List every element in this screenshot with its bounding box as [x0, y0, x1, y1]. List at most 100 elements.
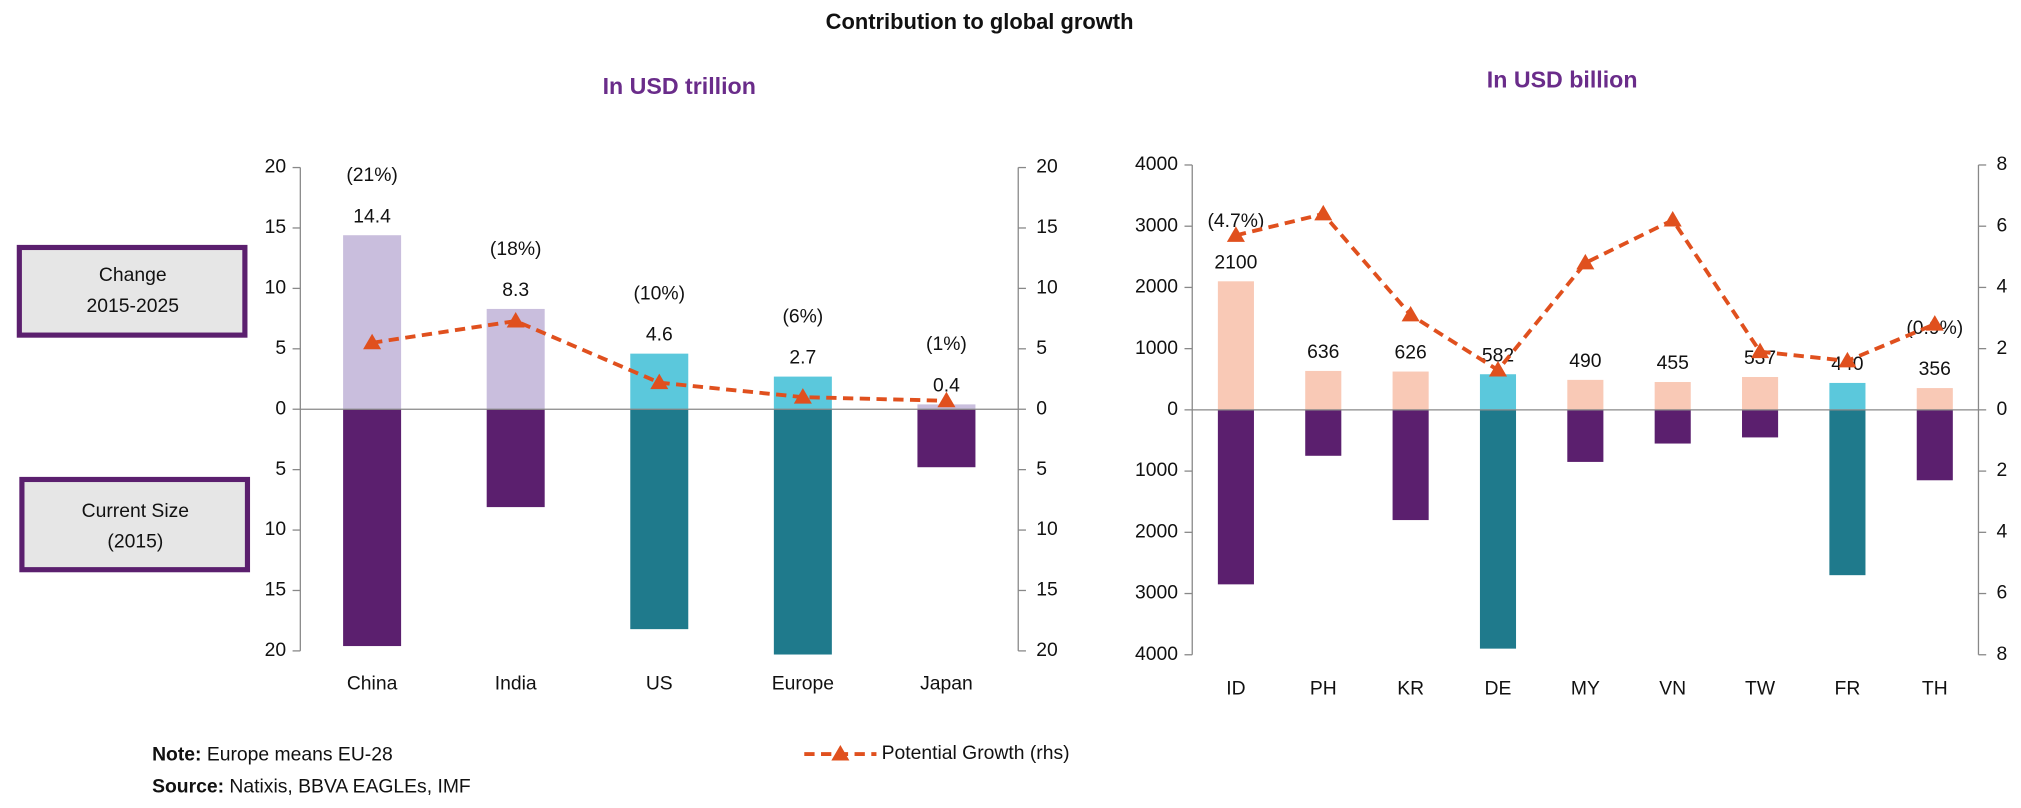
source: Source: Natixis, BBVA EAGLEs, IMF — [152, 777, 471, 798]
bar — [1305, 370, 1342, 410]
line-marker — [1401, 305, 1420, 322]
annotation: (10%) — [633, 283, 685, 304]
data-label: 0.4 — [933, 375, 960, 396]
note: Note: Europe means EU-28 — [152, 744, 393, 765]
y-tick-label: 10 — [265, 278, 287, 299]
subtitle: In USD trillion — [603, 73, 756, 99]
bar — [1392, 371, 1429, 410]
bar — [1742, 409, 1779, 438]
annotation: (1%) — [926, 334, 967, 355]
bar — [1916, 388, 1953, 410]
bar — [917, 409, 976, 468]
x-tick-label: US — [646, 674, 673, 695]
x-tick-label: FR — [1835, 679, 1861, 700]
line-marker — [650, 373, 669, 390]
y2-tick-label: 20 — [1036, 640, 1058, 661]
line-marker — [506, 311, 525, 328]
y-tick-label: 10 — [265, 519, 287, 540]
bar — [343, 409, 402, 647]
y2-tick-label: 2 — [1997, 338, 2008, 359]
box-label: Change — [99, 265, 167, 286]
bar — [1217, 409, 1254, 585]
data-label: 2.7 — [789, 348, 816, 369]
x-tick-label: KR — [1397, 679, 1424, 700]
line-marker — [1226, 226, 1245, 242]
y-tick-label: 5 — [275, 338, 286, 359]
x-tick-label: China — [347, 674, 398, 695]
bar — [773, 409, 832, 655]
data-label: 455 — [1657, 353, 1689, 374]
data-label: 626 — [1395, 343, 1427, 364]
data-label: 4.6 — [646, 325, 673, 346]
line-marker — [937, 391, 956, 408]
y2-tick-label: 0 — [1997, 399, 2008, 420]
bar — [1916, 409, 1953, 481]
potential-growth-line — [1235, 211, 1936, 373]
title: Contribution to global growth — [826, 9, 1134, 34]
y2-tick-label: 10 — [1036, 278, 1058, 299]
legend-box — [16, 244, 248, 338]
note-label: Note: — [152, 744, 201, 765]
x-tick-label: DE — [1485, 679, 1512, 700]
x-tick-label: TH — [1922, 679, 1948, 700]
y2-tick-label: 2 — [1997, 460, 2008, 481]
line-marker — [1925, 315, 1944, 331]
x-tick-label: Japan — [920, 674, 973, 695]
y-tick-label: 0 — [275, 398, 286, 419]
y2-tick-label: 0 — [1036, 398, 1047, 419]
source-label: Source: — [152, 777, 224, 798]
bar — [1654, 409, 1691, 444]
annotation: (18%) — [490, 239, 542, 260]
legend-label: Potential Growth (rhs) — [882, 743, 1070, 764]
y2-tick-label: 15 — [1036, 217, 1058, 238]
bar — [1217, 281, 1254, 410]
y2-tick-label: 6 — [1997, 215, 2008, 236]
y-tick-label: 20 — [265, 640, 287, 661]
bar — [1479, 374, 1517, 410]
annotation: (4.7%) — [1207, 211, 1264, 232]
y-tick-label: 4000 — [1135, 154, 1178, 175]
y-tick-label: 1000 — [1135, 338, 1178, 359]
bar — [486, 409, 545, 508]
y2-tick-label: 8 — [1997, 644, 2008, 665]
y-tick-label: 4000 — [1135, 644, 1178, 665]
y-tick-label: 3000 — [1135, 215, 1178, 236]
data-label: 636 — [1307, 342, 1339, 363]
legend-marker — [831, 744, 850, 761]
data-label: 356 — [1919, 359, 1951, 380]
box-label: 2015-2025 — [87, 296, 179, 317]
data-label: 14.4 — [353, 206, 391, 227]
y-tick-label: 2000 — [1135, 521, 1178, 542]
y-tick-label: 2000 — [1135, 277, 1178, 298]
y-tick-label: 0 — [1167, 399, 1178, 420]
bar — [1567, 409, 1604, 462]
x-tick-label: PH — [1310, 679, 1337, 700]
potential-growth-line — [371, 319, 947, 403]
line-marker — [1751, 342, 1770, 359]
y2-tick-label: 4 — [1997, 521, 2008, 542]
y2-tick-label: 15 — [1036, 580, 1058, 601]
y2-tick-label: 5 — [1036, 338, 1047, 359]
line-marker — [1314, 204, 1333, 221]
bar — [1305, 409, 1342, 456]
subtitle: In USD billion — [1487, 66, 1638, 92]
line-marker — [793, 388, 812, 404]
y-tick-label: 5 — [275, 459, 286, 480]
bar — [1742, 376, 1779, 410]
canvas: Contribution to global growth Change 201… — [16, 9, 2008, 798]
bar — [343, 235, 402, 410]
y2-tick-label: 5 — [1036, 459, 1047, 480]
x-tick-label: ID — [1226, 679, 1245, 700]
annotation: (6%) — [782, 306, 823, 327]
bar — [1567, 379, 1604, 410]
data-label: 8.3 — [502, 280, 529, 301]
y-tick-label: 3000 — [1135, 583, 1178, 604]
y2-tick-label: 20 — [1036, 157, 1058, 178]
y-tick-label: 15 — [265, 217, 287, 238]
y-tick-label: 15 — [265, 580, 287, 601]
annotation: (21%) — [346, 165, 398, 186]
box-label: Current Size — [82, 501, 189, 522]
bar — [630, 409, 689, 630]
